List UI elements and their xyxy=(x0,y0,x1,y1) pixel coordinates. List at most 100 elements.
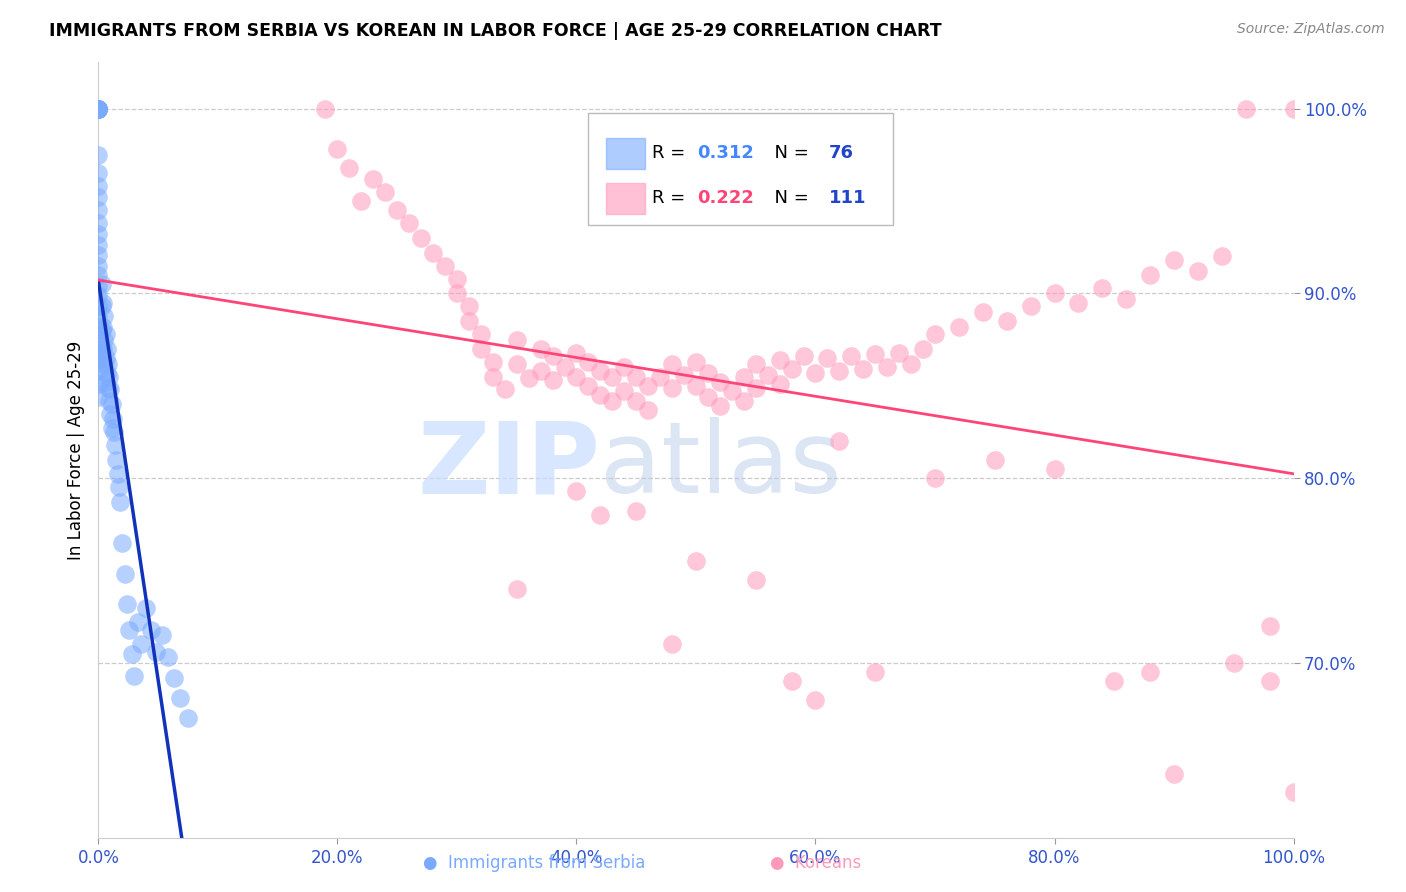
Point xyxy=(924,471,946,485)
Point xyxy=(804,366,827,380)
Point xyxy=(578,378,600,392)
Point xyxy=(648,369,672,384)
Point xyxy=(98,407,122,421)
Point xyxy=(98,393,121,408)
Point xyxy=(661,357,683,371)
Point xyxy=(135,600,157,615)
Point xyxy=(972,305,994,319)
Point xyxy=(87,376,110,391)
Point xyxy=(637,402,659,417)
Point xyxy=(1067,295,1090,310)
Point xyxy=(446,286,468,301)
Point xyxy=(865,347,887,361)
Text: N =: N = xyxy=(763,145,814,162)
Point xyxy=(103,425,125,439)
Point xyxy=(745,381,768,395)
Point xyxy=(350,194,373,208)
Point xyxy=(565,369,588,384)
Point xyxy=(494,383,516,397)
Point xyxy=(709,399,731,413)
Point xyxy=(889,345,911,359)
Point xyxy=(96,366,118,380)
Point xyxy=(91,342,114,356)
Point xyxy=(637,378,659,392)
Point xyxy=(434,259,457,273)
Point xyxy=(87,259,110,273)
Point xyxy=(139,623,162,637)
Point xyxy=(613,360,636,375)
Point xyxy=(530,342,553,356)
Point xyxy=(374,185,396,199)
Point xyxy=(984,452,1007,467)
Point xyxy=(87,247,110,261)
Point xyxy=(87,216,110,230)
Point xyxy=(685,355,707,369)
Point xyxy=(745,573,768,587)
Point xyxy=(87,102,110,116)
Point xyxy=(1043,286,1066,301)
Point xyxy=(924,326,946,341)
Point xyxy=(87,331,110,345)
Point xyxy=(87,342,110,356)
Point xyxy=(876,360,898,375)
Point xyxy=(169,691,191,706)
Point xyxy=(150,628,173,642)
Point xyxy=(768,352,790,367)
Point xyxy=(108,495,131,509)
Point xyxy=(87,268,110,282)
Point xyxy=(865,665,887,680)
Point xyxy=(87,203,110,218)
Point xyxy=(1211,249,1233,263)
Point xyxy=(87,102,110,116)
Point xyxy=(470,342,492,356)
Point xyxy=(91,295,114,310)
Point xyxy=(115,597,138,611)
Point xyxy=(458,314,481,328)
Point xyxy=(127,615,149,630)
Point xyxy=(1091,281,1114,295)
Point xyxy=(900,357,922,371)
Point xyxy=(87,190,110,204)
Point xyxy=(87,102,110,116)
Point xyxy=(177,711,200,725)
Point xyxy=(87,299,110,313)
Point xyxy=(91,323,114,337)
Point xyxy=(121,647,143,661)
Point xyxy=(481,355,505,369)
Point xyxy=(613,384,636,399)
Point xyxy=(87,336,110,351)
Point xyxy=(398,216,420,230)
Point xyxy=(94,375,117,389)
Point xyxy=(815,351,838,365)
Point xyxy=(107,480,129,494)
Text: 111: 111 xyxy=(828,189,866,208)
Point xyxy=(97,357,120,371)
Point xyxy=(87,166,110,180)
Point xyxy=(1139,268,1161,282)
Point xyxy=(111,536,134,550)
Text: Source: ZipAtlas.com: Source: ZipAtlas.com xyxy=(1237,22,1385,37)
Point xyxy=(1163,253,1185,268)
Point xyxy=(87,102,110,116)
Point xyxy=(697,366,720,380)
Point xyxy=(685,378,707,392)
Point xyxy=(363,171,385,186)
Point xyxy=(1258,674,1281,689)
Point xyxy=(661,381,683,395)
Y-axis label: In Labor Force | Age 25-29: In Labor Force | Age 25-29 xyxy=(66,341,84,560)
Point xyxy=(87,351,110,365)
Point xyxy=(1258,619,1281,633)
Point xyxy=(87,102,110,116)
Text: atlas: atlas xyxy=(600,417,842,515)
Point xyxy=(721,384,744,399)
Point xyxy=(506,582,529,596)
Point xyxy=(98,383,122,397)
Point xyxy=(96,342,118,356)
Point xyxy=(470,326,492,341)
Point xyxy=(626,504,648,518)
Text: ●  Koreans: ● Koreans xyxy=(770,855,860,872)
Point xyxy=(602,393,624,408)
Point xyxy=(326,142,349,156)
FancyBboxPatch shape xyxy=(589,113,893,226)
Point xyxy=(517,371,540,385)
